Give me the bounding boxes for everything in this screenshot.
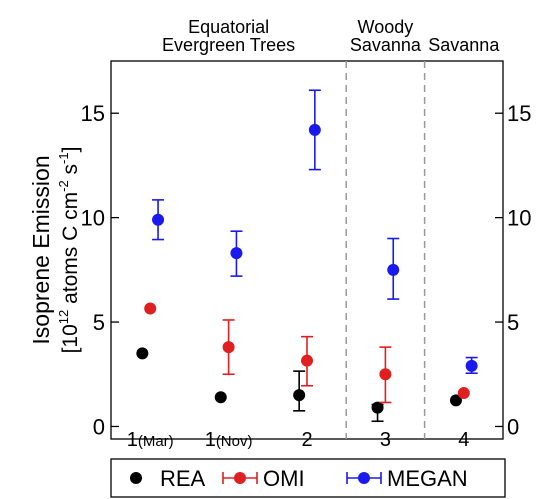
data-point — [449, 394, 462, 407]
ylabel-exp3: -1 — [56, 152, 71, 164]
ylabel-exp1: 12 — [56, 310, 71, 324]
legend-item-omi: OMI — [222, 466, 305, 491]
category-label-main: 1 — [127, 429, 138, 451]
data-point — [308, 123, 321, 136]
category-label: 1(Mar) — [127, 429, 174, 451]
data-point — [144, 302, 157, 315]
series-omi — [144, 302, 470, 404]
legend-marker — [358, 472, 370, 484]
legend-box — [110, 458, 506, 498]
y-axis-label-line2: [1012 atoms C cm-2 s-1] — [56, 147, 82, 354]
ylabel-prefix: [10 — [59, 324, 82, 353]
ylabel-exp2: -2 — [56, 180, 71, 192]
category-label-sub: (Nov) — [216, 433, 253, 450]
series-marks — [136, 89, 478, 423]
category-label: 3 — [380, 429, 391, 451]
data-point — [387, 263, 400, 276]
category-label: 1(Nov) — [205, 429, 253, 451]
group-label: Savanna — [350, 35, 422, 55]
category-label-main: 1 — [205, 429, 216, 451]
group-dividers — [345, 61, 426, 439]
category-label-main: 3 — [380, 429, 391, 451]
category-label-main: 2 — [301, 429, 312, 451]
category-labels: 1(Mar) 1(Nov) 2 3 4 — [127, 429, 470, 451]
y-tick-label-right: 15 — [507, 101, 531, 126]
data-point — [379, 368, 392, 381]
legend-marker — [234, 472, 246, 484]
y-axis-label-line1: Isoprene Emission — [28, 155, 54, 344]
y-axis-label: Isoprene Emission [1012 atoms C cm-2 s-1… — [28, 147, 82, 354]
y-tick-label-left: 5 — [93, 310, 105, 335]
data-point — [230, 247, 243, 260]
group-label: Equatorial — [188, 17, 269, 37]
data-point — [222, 341, 235, 354]
y-tick-label-right: 10 — [507, 206, 531, 231]
legend-label: REA — [160, 466, 206, 491]
data-point — [465, 359, 478, 372]
data-point — [457, 387, 470, 400]
series-megan — [152, 89, 478, 375]
y-tick-label-left: 10 — [81, 206, 105, 231]
legend: REA OMI MEGAN — [130, 466, 468, 491]
category-label: 4 — [458, 429, 469, 451]
legend-item-rea: REA — [130, 466, 206, 491]
data-point — [301, 354, 313, 367]
legend-label: MEGAN — [387, 466, 468, 491]
data-point — [293, 389, 306, 402]
data-point — [136, 347, 149, 360]
category-label-main: 4 — [458, 429, 469, 451]
y-axis-ticks: 0 0 5 5 10 10 15 15 — [81, 101, 532, 439]
data-point — [214, 391, 227, 404]
y-tick-label-right: 5 — [507, 310, 519, 335]
category-label: 2 — [301, 429, 312, 451]
ylabel-mid: atoms C cm — [59, 192, 82, 310]
series-rea — [136, 347, 462, 423]
category-label-sub: (Mar) — [138, 433, 174, 450]
group-label: Savanna — [428, 35, 500, 55]
data-point — [152, 213, 165, 226]
legend-label: OMI — [263, 466, 305, 491]
y-tick-label-left: 15 — [81, 101, 105, 126]
y-tick-label-left: 0 — [93, 414, 105, 439]
ylabel-suffix: ] — [59, 147, 82, 153]
legend-item-megan: MEGAN — [346, 466, 468, 491]
group-label: Evergreen Trees — [162, 35, 295, 55]
y-tick-label-right: 0 — [507, 414, 519, 439]
ylabel-mid2: s — [59, 164, 82, 180]
plot-frame — [110, 60, 504, 440]
data-point — [371, 401, 384, 414]
group-label: Woody — [358, 17, 414, 37]
legend-marker — [130, 472, 142, 484]
